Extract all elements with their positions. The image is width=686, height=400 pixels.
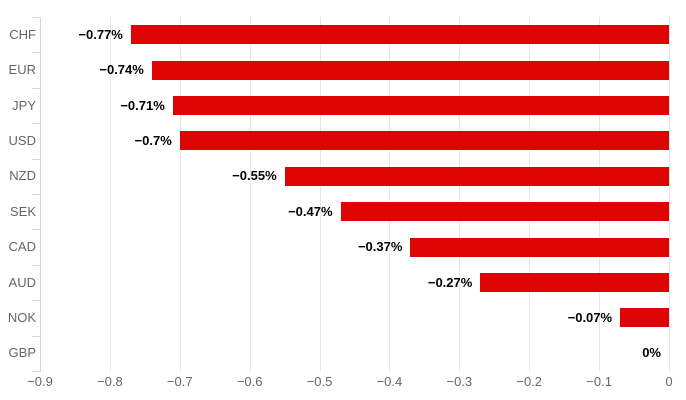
gridline — [599, 17, 601, 371]
value-label-jpy: −0.71% — [120, 97, 165, 113]
value-label-cad: −0.37% — [357, 239, 403, 255]
category-label-chf: CHF — [9, 26, 36, 42]
category-label-usd: USD — [8, 132, 36, 148]
value-label-eur: −0.74% — [99, 62, 144, 78]
x-axis-tick-label: −0.2 — [516, 374, 543, 389]
x-axis-tick-label: −0.7 — [166, 374, 193, 389]
bar-cad[interactable] — [410, 237, 669, 257]
category-label-nzd: NZD — [9, 168, 36, 184]
category-axis-tick — [32, 87, 40, 89]
category-axis-tick — [32, 229, 40, 231]
x-axis-tick-label: −0.4 — [376, 374, 403, 389]
value-label-nok: −0.07% — [567, 309, 613, 325]
bar-jpy[interactable] — [172, 96, 669, 115]
x-axis-tick-label: −0.8 — [97, 374, 123, 389]
value-label-gbp: 0% — [642, 345, 661, 361]
category-axis-tick — [32, 194, 40, 195]
category-label-cad: CAD — [8, 239, 36, 255]
gridline — [529, 17, 531, 371]
x-axis-tick-label: 0 — [665, 374, 673, 389]
category-label-jpy: JPY — [12, 97, 36, 113]
gridline — [249, 17, 251, 371]
value-label-usd: −0.7% — [134, 132, 172, 148]
bar-eur[interactable] — [151, 60, 669, 80]
category-label-aud: AUD — [8, 274, 36, 290]
category-axis-tick — [32, 264, 40, 266]
bar-chf[interactable] — [130, 25, 669, 45]
category-label-eur: EUR — [8, 62, 36, 78]
bar-aud[interactable] — [480, 273, 669, 292]
bar-sek[interactable] — [340, 202, 669, 222]
category-axis-tick — [32, 371, 40, 372]
x-axis-tick-label: −0.9 — [27, 374, 53, 389]
gridline — [109, 17, 111, 371]
category-axis-tick — [32, 52, 40, 54]
category-axis-tick — [32, 123, 40, 125]
gridline — [179, 17, 181, 371]
bar-usd[interactable] — [179, 131, 669, 151]
bar-nzd[interactable] — [284, 166, 669, 186]
category-axis-line — [40, 17, 41, 372]
category-axis-tick — [32, 17, 40, 18]
value-label-nzd: −0.55% — [232, 168, 277, 184]
category-axis-tick — [32, 300, 40, 302]
value-label-sek: −0.47% — [288, 203, 333, 219]
gridline — [389, 17, 391, 371]
category-axis-tick — [32, 158, 40, 160]
x-axis-tick-label: −0.3 — [446, 374, 473, 389]
bar-nok[interactable] — [620, 308, 669, 328]
gridline — [319, 17, 321, 371]
value-label-chf: −0.77% — [78, 26, 123, 42]
value-label-aud: −0.27% — [427, 274, 473, 290]
category-label-nok: NOK — [7, 309, 36, 325]
x-axis-tick-label: −0.5 — [306, 374, 333, 389]
x-axis-tick-label: −0.6 — [236, 374, 263, 389]
gridline — [459, 17, 461, 371]
category-label-sek: SEK — [9, 203, 36, 219]
gridline — [669, 17, 670, 371]
category-axis-tick — [32, 335, 40, 337]
x-axis-tick-label: −0.1 — [586, 374, 612, 389]
category-label-gbp: GBP — [8, 345, 36, 361]
